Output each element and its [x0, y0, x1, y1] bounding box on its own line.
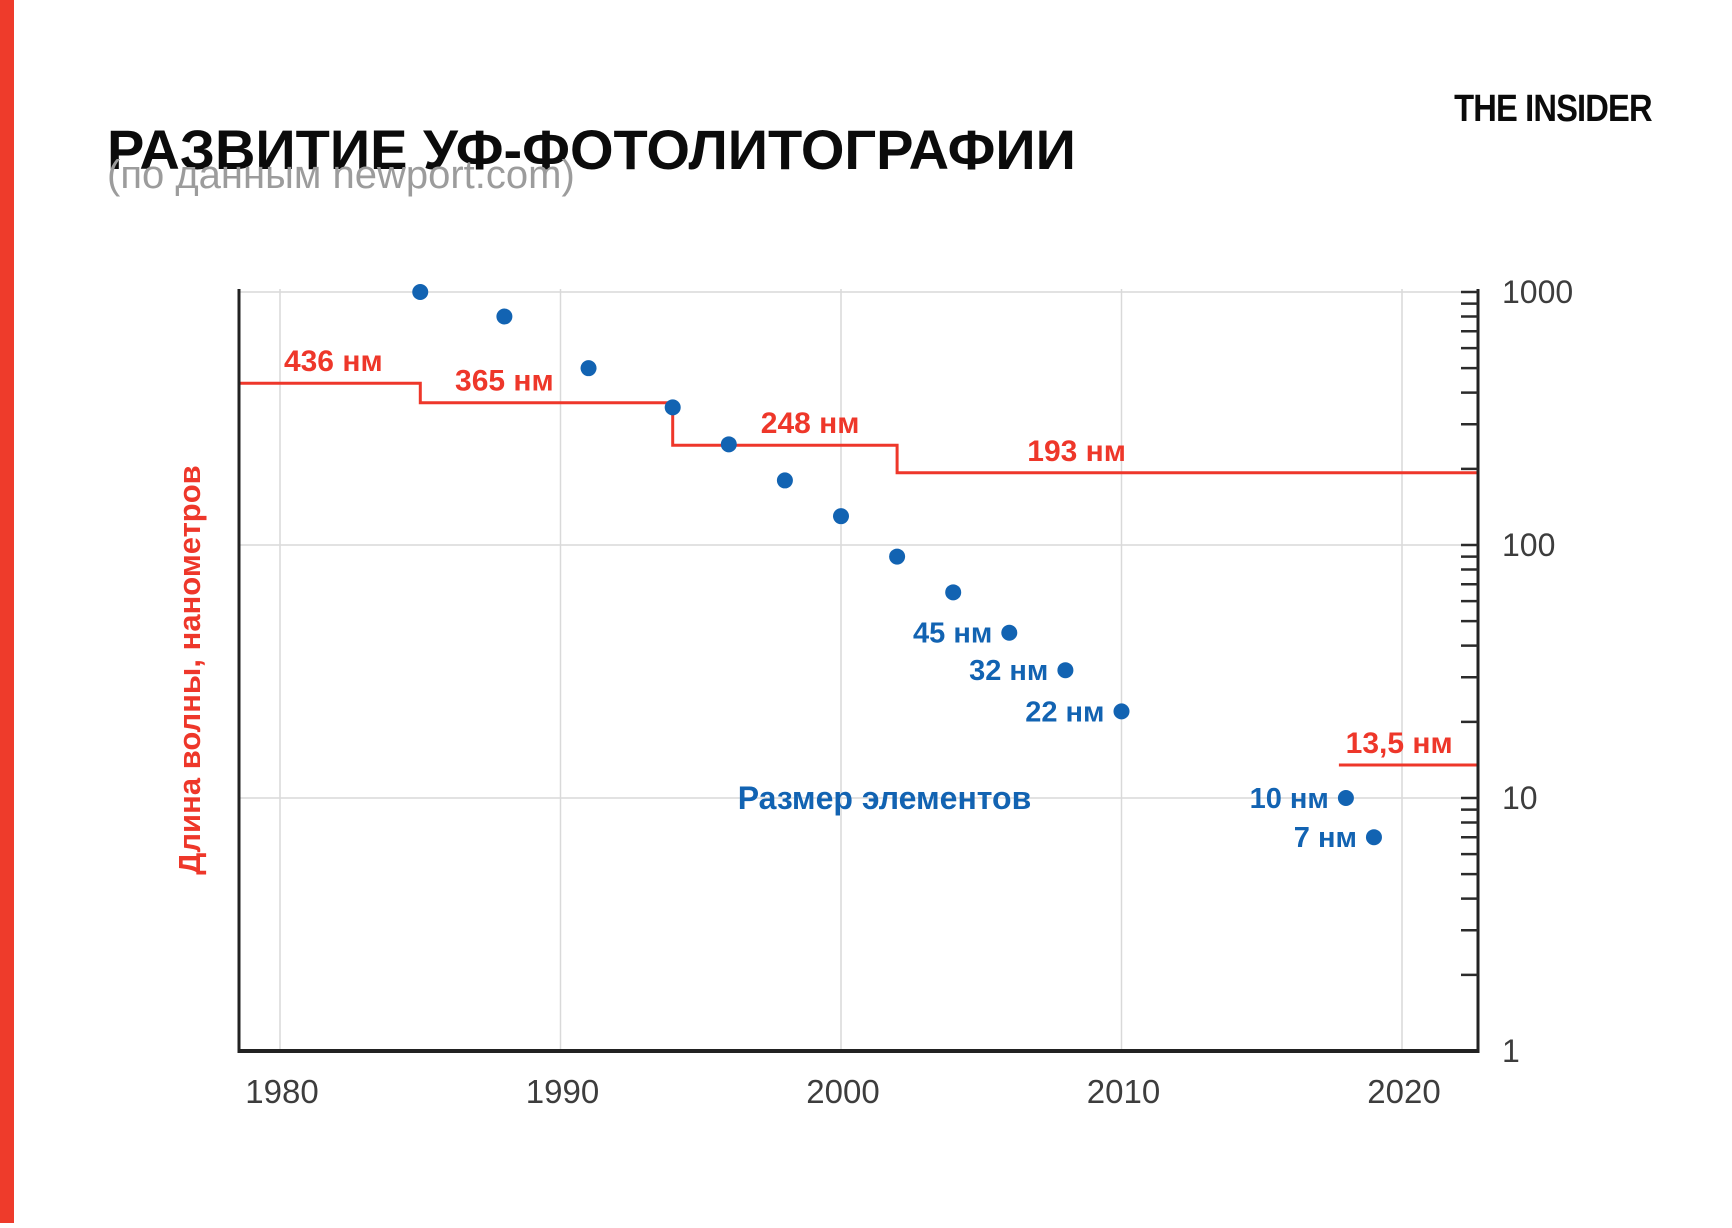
wavelength-label-436: 436 нм [284, 345, 383, 378]
x-tick-label-2000: 2000 [806, 1073, 879, 1110]
data-point-2000 [833, 508, 849, 525]
series-label: Размер элементов [738, 780, 1032, 816]
wavelength-label-365: 365 нм [455, 365, 554, 398]
point-label-32: 32 нм [969, 655, 1048, 687]
data-point-1988 [496, 308, 513, 325]
x-tick-label-2020: 2020 [1367, 1073, 1440, 1110]
left-accent-stripe [0, 0, 14, 1223]
wavelength-label-193: 193 нм [1027, 435, 1126, 468]
data-point-1996 [720, 436, 737, 453]
point-label-45: 45 нм [913, 618, 992, 650]
page-title: РАЗВИТИЕ УФ-ФОТОЛИТОГРАФИИ [107, 117, 1076, 181]
data-point-2006 [1001, 624, 1018, 641]
x-tick-label-1990: 1990 [526, 1073, 599, 1110]
point-label-10: 10 нм [1250, 783, 1329, 815]
data-point-1998 [776, 472, 793, 489]
wavelength-label-13.5: 13,5 нм [1346, 727, 1453, 760]
point-label-7: 7 нм [1294, 822, 1357, 854]
x-tick-label-1980: 1980 [245, 1073, 318, 1110]
data-point-2002 [889, 548, 906, 565]
point-label-22: 22 нм [1025, 696, 1104, 728]
brand-logo: THE INSIDER [1454, 88, 1652, 130]
data-point-2019 [1365, 829, 1382, 846]
data-point-2018 [1337, 790, 1354, 806]
wavelength-label-248: 248 нм [761, 407, 860, 440]
data-point-2008 [1057, 662, 1074, 679]
wavelength-step-line [237, 381, 1478, 767]
y-axis-title: Длина волны, нанометров [172, 465, 207, 874]
y-tick-label-100: 100 [1502, 527, 1555, 563]
data-point-1991 [580, 360, 597, 377]
data-point-2010 [1113, 703, 1130, 720]
y-tick-label-1: 1 [1502, 1033, 1520, 1069]
y-tick-label-10: 10 [1502, 780, 1538, 816]
data-point-1985 [412, 284, 429, 300]
x-tick-label-2010: 2010 [1087, 1073, 1160, 1110]
page-subtitle: (по данным newport.com) [107, 153, 575, 197]
data-point-1994 [664, 399, 681, 416]
y-tick-label-1000: 1000 [1502, 274, 1573, 310]
data-point-2004 [945, 584, 962, 601]
